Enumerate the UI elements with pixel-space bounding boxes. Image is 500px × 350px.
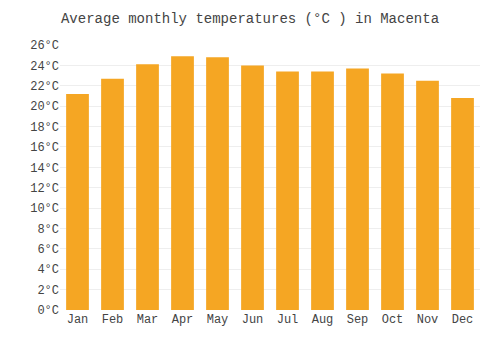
svg-text:Average monthly temperatures (: Average monthly temperatures (°C ) in Ma… xyxy=(61,11,439,27)
svg-text:20°C: 20°C xyxy=(30,100,59,114)
svg-text:Nov: Nov xyxy=(417,313,439,327)
svg-text:Feb: Feb xyxy=(102,313,124,327)
svg-text:10°C: 10°C xyxy=(30,202,59,216)
svg-text:Mar: Mar xyxy=(137,313,159,327)
svg-text:May: May xyxy=(207,313,229,327)
svg-text:Jul: Jul xyxy=(277,313,299,327)
svg-text:18°C: 18°C xyxy=(30,121,59,135)
svg-text:24°C: 24°C xyxy=(30,60,59,74)
svg-text:Apr: Apr xyxy=(172,313,194,327)
svg-text:12°C: 12°C xyxy=(30,182,59,196)
svg-text:Aug: Aug xyxy=(312,313,334,327)
svg-text:26°C: 26°C xyxy=(30,39,59,53)
svg-text:22°C: 22°C xyxy=(30,80,59,94)
svg-text:16°C: 16°C xyxy=(30,141,59,155)
svg-text:Jan: Jan xyxy=(67,313,89,327)
svg-text:0°C: 0°C xyxy=(37,304,59,318)
svg-text:14°C: 14°C xyxy=(30,162,59,176)
svg-text:Dec: Dec xyxy=(452,313,474,327)
svg-text:Jun: Jun xyxy=(242,313,264,327)
svg-text:Oct: Oct xyxy=(382,313,404,327)
svg-text:2°C: 2°C xyxy=(37,284,59,298)
svg-text:6°C: 6°C xyxy=(37,243,59,257)
svg-text:Sep: Sep xyxy=(347,313,369,327)
svg-text:8°C: 8°C xyxy=(37,223,59,237)
svg-text:4°C: 4°C xyxy=(37,263,59,277)
